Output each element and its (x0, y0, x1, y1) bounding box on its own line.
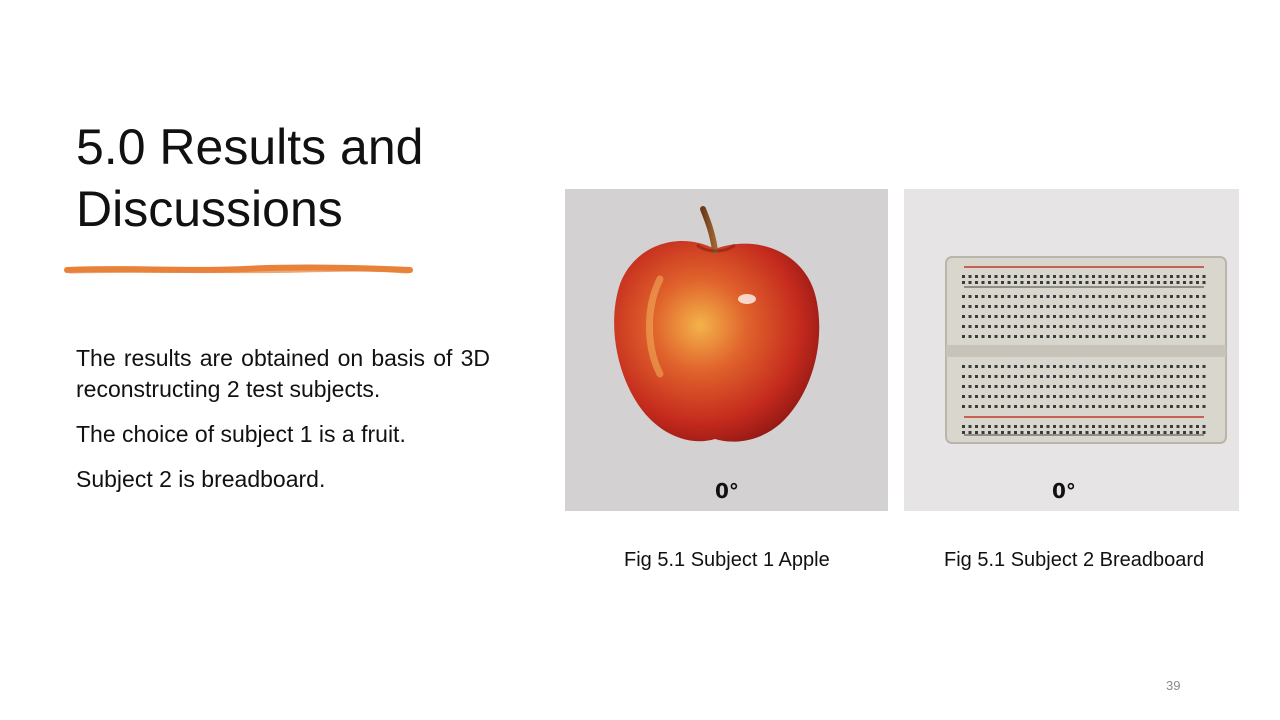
title-underline (64, 264, 413, 274)
paragraph: The results are obtained on basis of 3D … (76, 345, 490, 402)
figure-caption: Fig 5.1 Subject 2 Breadboard (944, 549, 1205, 571)
angle-label: 0° (1052, 479, 1076, 503)
angle-label: 0° (715, 479, 739, 503)
slide-title: 5.0 Results and Discussions (76, 119, 424, 237)
body-text: The results are obtained on basis of 3D … (76, 343, 490, 509)
figure-caption: Fig 5.1 Subject 1 Apple (624, 549, 830, 571)
paragraph: The choice of subject 1 is a fruit. (76, 421, 406, 447)
breadboard-image (945, 256, 1227, 444)
apple-photo: 0° (565, 189, 888, 511)
page-number: 39 (1166, 678, 1181, 693)
paragraph: Subject 2 is breadboard. (76, 466, 326, 492)
apple-image (614, 206, 820, 442)
breadboard-photo: 0° (904, 189, 1239, 511)
